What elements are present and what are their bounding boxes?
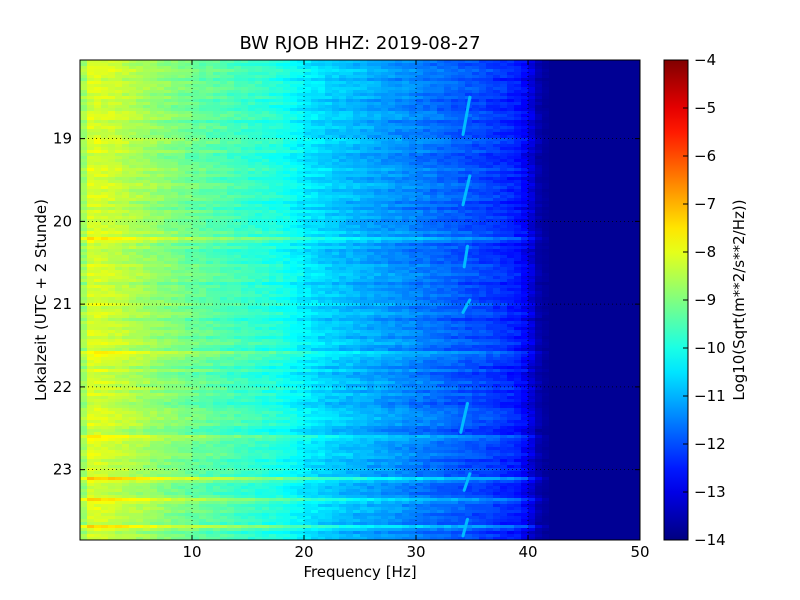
spectral-trace — [459, 95, 472, 538]
colorbar-tick-label: −5 — [694, 99, 716, 117]
y-axis-ticks: 19 20 21 22 23 — [53, 130, 640, 479]
x-axis-label: Frequency [Hz] — [303, 563, 416, 581]
trace-segment — [459, 401, 469, 434]
trace-segment — [461, 298, 472, 314]
x-tick-label: 40 — [518, 543, 537, 561]
y-tick-label: 23 — [53, 461, 72, 479]
y-tick-label: 22 — [53, 378, 72, 396]
colorbar-tick-label: −11 — [694, 387, 726, 405]
colorbar-label: Log10(Sqrt(m**2/s**2/Hz)) — [730, 199, 748, 400]
plot-frame — [79, 59, 641, 541]
y-tick-label: 20 — [53, 212, 72, 230]
y-tick-label: 21 — [53, 295, 72, 313]
chart-title: BW RJOB HHZ: 2019-08-27 — [239, 33, 480, 54]
colorbar-tick-label: −4 — [694, 51, 716, 69]
grid-lines — [80, 60, 640, 540]
x-tick-label: 50 — [630, 543, 649, 561]
y-axis-label: Lokalzeit (UTC + 2 Stunde) — [32, 199, 50, 401]
colorbar-tick-label: −12 — [694, 435, 726, 453]
trace-segment — [461, 517, 469, 538]
y-tick-label: 19 — [53, 130, 72, 148]
trace-segment — [462, 244, 469, 269]
colorbar-tick-label: −6 — [694, 147, 716, 165]
colorbar-tick-label: −9 — [694, 291, 716, 309]
colorbar-tick-label: −13 — [694, 483, 726, 501]
colorbar-tick-label: −14 — [694, 531, 726, 549]
x-axis-ticks: 10 20 30 40 50 — [182, 60, 650, 561]
trace-segment — [461, 174, 472, 207]
colorbar-tick-label: −7 — [694, 195, 716, 213]
x-tick-label: 30 — [406, 543, 425, 561]
colorbar-ticks: −4 −5 −6 −7 −8 −9 −10 −11 −12 −13 −14 — [683, 51, 726, 549]
spectrogram-heatmap — [80, 60, 640, 540]
trace-segment — [462, 472, 472, 492]
trace-segment — [461, 95, 472, 136]
colorbar-tick-label: −8 — [694, 243, 716, 261]
x-tick-label: 20 — [294, 543, 313, 561]
x-tick-label: 10 — [182, 543, 201, 561]
colorbar-tick-label: −10 — [694, 339, 726, 357]
